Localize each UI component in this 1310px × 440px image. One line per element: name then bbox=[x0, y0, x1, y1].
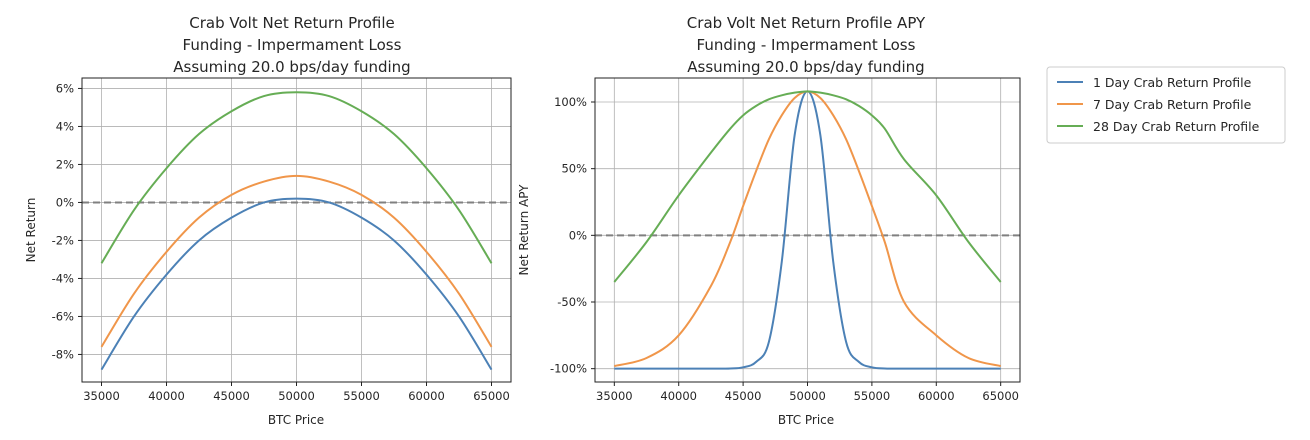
x-tick-label: 45000 bbox=[725, 389, 762, 403]
x-tick-label: 50000 bbox=[789, 389, 826, 403]
x-tick-label: 60000 bbox=[408, 389, 445, 403]
chart-title-line-2: Funding - Impermament Loss bbox=[697, 36, 916, 54]
y-tick-label: 0% bbox=[56, 195, 74, 209]
x-tick-label: 50000 bbox=[278, 389, 315, 403]
x-tick-label: 35000 bbox=[596, 389, 633, 403]
x-tick-label: 35000 bbox=[83, 389, 120, 403]
y-tick-label: -6% bbox=[52, 309, 74, 323]
y-tick-label: 50% bbox=[561, 162, 587, 176]
chart-title-line-2: Funding - Impermament Loss bbox=[183, 36, 402, 54]
x-tick-label: 65000 bbox=[473, 389, 510, 403]
y-axis-label: Net Return bbox=[24, 198, 38, 263]
x-tick-label: 65000 bbox=[982, 389, 1019, 403]
y-tick-label: 4% bbox=[56, 119, 74, 133]
legend-label-3: 28 Day Crab Return Profile bbox=[1093, 119, 1260, 134]
net-return-apy-chart: Crab Volt Net Return Profile APY Funding… bbox=[517, 14, 1021, 427]
x-axis-label: BTC Price bbox=[778, 413, 834, 427]
y-tick-label: -100% bbox=[550, 362, 587, 376]
legend-label-2: 7 Day Crab Return Profile bbox=[1093, 97, 1252, 112]
x-tick-label: 55000 bbox=[343, 389, 380, 403]
chart-title-line-3: Assuming 20.0 bps/day funding bbox=[173, 58, 410, 76]
y-tick-label: -8% bbox=[52, 347, 74, 361]
x-axis-label: BTC Price bbox=[268, 413, 324, 427]
y-tick-label: -4% bbox=[52, 271, 74, 285]
legend-box bbox=[1046, 66, 1286, 144]
chart-title-line-3: Assuming 20.0 bps/day funding bbox=[687, 58, 924, 76]
y-tick-label: 6% bbox=[56, 81, 74, 95]
series-line-3 bbox=[100, 91, 493, 264]
y-tick-label: -2% bbox=[52, 233, 74, 247]
series-line-1 bbox=[100, 197, 493, 371]
y-tick-label: 0% bbox=[569, 228, 587, 242]
y-axis-label: Net Return APY bbox=[517, 184, 531, 276]
chart-title-line-1: Crab Volt Net Return Profile bbox=[189, 14, 395, 32]
legend: 1 Day Crab Return Profile 7 Day Crab Ret… bbox=[1046, 66, 1286, 144]
y-tick-label: -50% bbox=[557, 295, 587, 309]
x-tick-label: 60000 bbox=[918, 389, 955, 403]
y-tick-label: 100% bbox=[554, 95, 587, 109]
legend-label-1: 1 Day Crab Return Profile bbox=[1093, 75, 1252, 90]
series-line-2 bbox=[100, 174, 493, 348]
x-tick-label: 40000 bbox=[148, 389, 185, 403]
x-tick-label: 40000 bbox=[660, 389, 697, 403]
net-return-chart: Crab Volt Net Return Profile Funding - I… bbox=[24, 14, 512, 427]
x-tick-label: 45000 bbox=[213, 389, 250, 403]
x-tick-label: 55000 bbox=[854, 389, 891, 403]
chart-title-line-1: Crab Volt Net Return Profile APY bbox=[687, 14, 926, 32]
series-line-3 bbox=[613, 90, 1002, 283]
y-tick-label: 2% bbox=[56, 157, 74, 171]
